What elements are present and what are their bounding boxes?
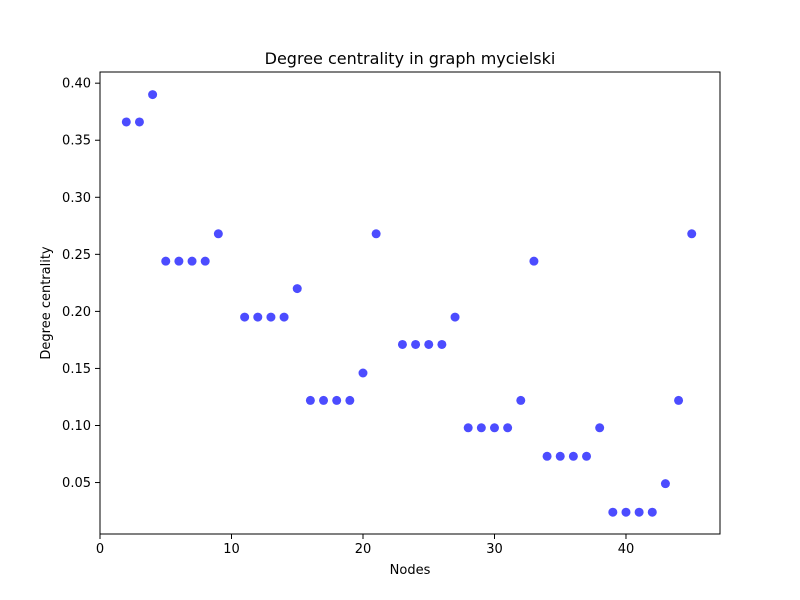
data-point bbox=[213, 229, 223, 239]
data-point bbox=[397, 339, 407, 349]
data-point bbox=[568, 451, 578, 461]
data-point bbox=[674, 395, 684, 405]
data-point bbox=[582, 451, 592, 461]
data-point bbox=[319, 395, 329, 405]
data-point bbox=[345, 395, 355, 405]
data-point bbox=[437, 339, 447, 349]
plot-frame bbox=[99, 71, 721, 535]
data-point bbox=[621, 507, 631, 517]
x-tick-label: 20 bbox=[355, 542, 372, 557]
y-tick-label: 0.35 bbox=[62, 134, 91, 149]
data-point bbox=[503, 423, 513, 433]
data-point bbox=[266, 312, 276, 322]
data-point bbox=[161, 256, 171, 266]
data-point bbox=[134, 117, 144, 127]
y-tick-label: 0.25 bbox=[62, 248, 91, 263]
data-point bbox=[424, 339, 434, 349]
y-tick-label: 0.10 bbox=[62, 419, 91, 434]
data-point bbox=[371, 229, 381, 239]
data-point bbox=[240, 312, 250, 322]
data-point bbox=[305, 395, 315, 405]
x-tick-label: 10 bbox=[223, 542, 240, 557]
data-point bbox=[476, 423, 486, 433]
x-tick-label: 30 bbox=[486, 542, 503, 557]
y-axis-label: Degree centrality bbox=[39, 246, 54, 360]
data-point bbox=[121, 117, 131, 127]
y-tick-label: 0.20 bbox=[62, 305, 91, 320]
data-point bbox=[516, 395, 526, 405]
x-tick-label: 0 bbox=[96, 542, 104, 557]
data-point bbox=[411, 339, 421, 349]
y-axis-ticks: 0.05 0.10 0.15 0.20 0.25 0.30 0.35 0.40 bbox=[62, 77, 100, 491]
x-axis-ticks: 0 10 20 30 40 bbox=[96, 534, 634, 557]
data-point bbox=[529, 256, 539, 266]
data-point bbox=[148, 90, 158, 100]
data-point bbox=[174, 256, 184, 266]
data-point bbox=[279, 312, 289, 322]
data-points bbox=[121, 90, 697, 517]
data-point bbox=[200, 256, 210, 266]
y-tick-label: 0.15 bbox=[62, 362, 91, 377]
data-point bbox=[253, 312, 263, 322]
data-point bbox=[660, 479, 670, 489]
data-point bbox=[187, 256, 197, 266]
data-point bbox=[489, 423, 499, 433]
data-point bbox=[608, 507, 618, 517]
data-point bbox=[647, 507, 657, 517]
data-point bbox=[595, 423, 605, 433]
data-point bbox=[450, 312, 460, 322]
data-point bbox=[555, 451, 565, 461]
data-point bbox=[463, 423, 473, 433]
y-tick-label: 0.40 bbox=[62, 77, 91, 92]
y-tick-label: 0.05 bbox=[62, 476, 91, 491]
data-point bbox=[358, 368, 368, 378]
data-point bbox=[292, 284, 302, 294]
data-point bbox=[634, 507, 644, 517]
data-point bbox=[687, 229, 697, 239]
x-axis-label: Nodes bbox=[390, 563, 431, 578]
data-point bbox=[542, 451, 552, 461]
chart-title: Degree centrality in graph mycielski bbox=[265, 49, 556, 68]
data-point bbox=[332, 395, 342, 405]
x-tick-label: 40 bbox=[618, 542, 635, 557]
y-tick-label: 0.30 bbox=[62, 191, 91, 206]
